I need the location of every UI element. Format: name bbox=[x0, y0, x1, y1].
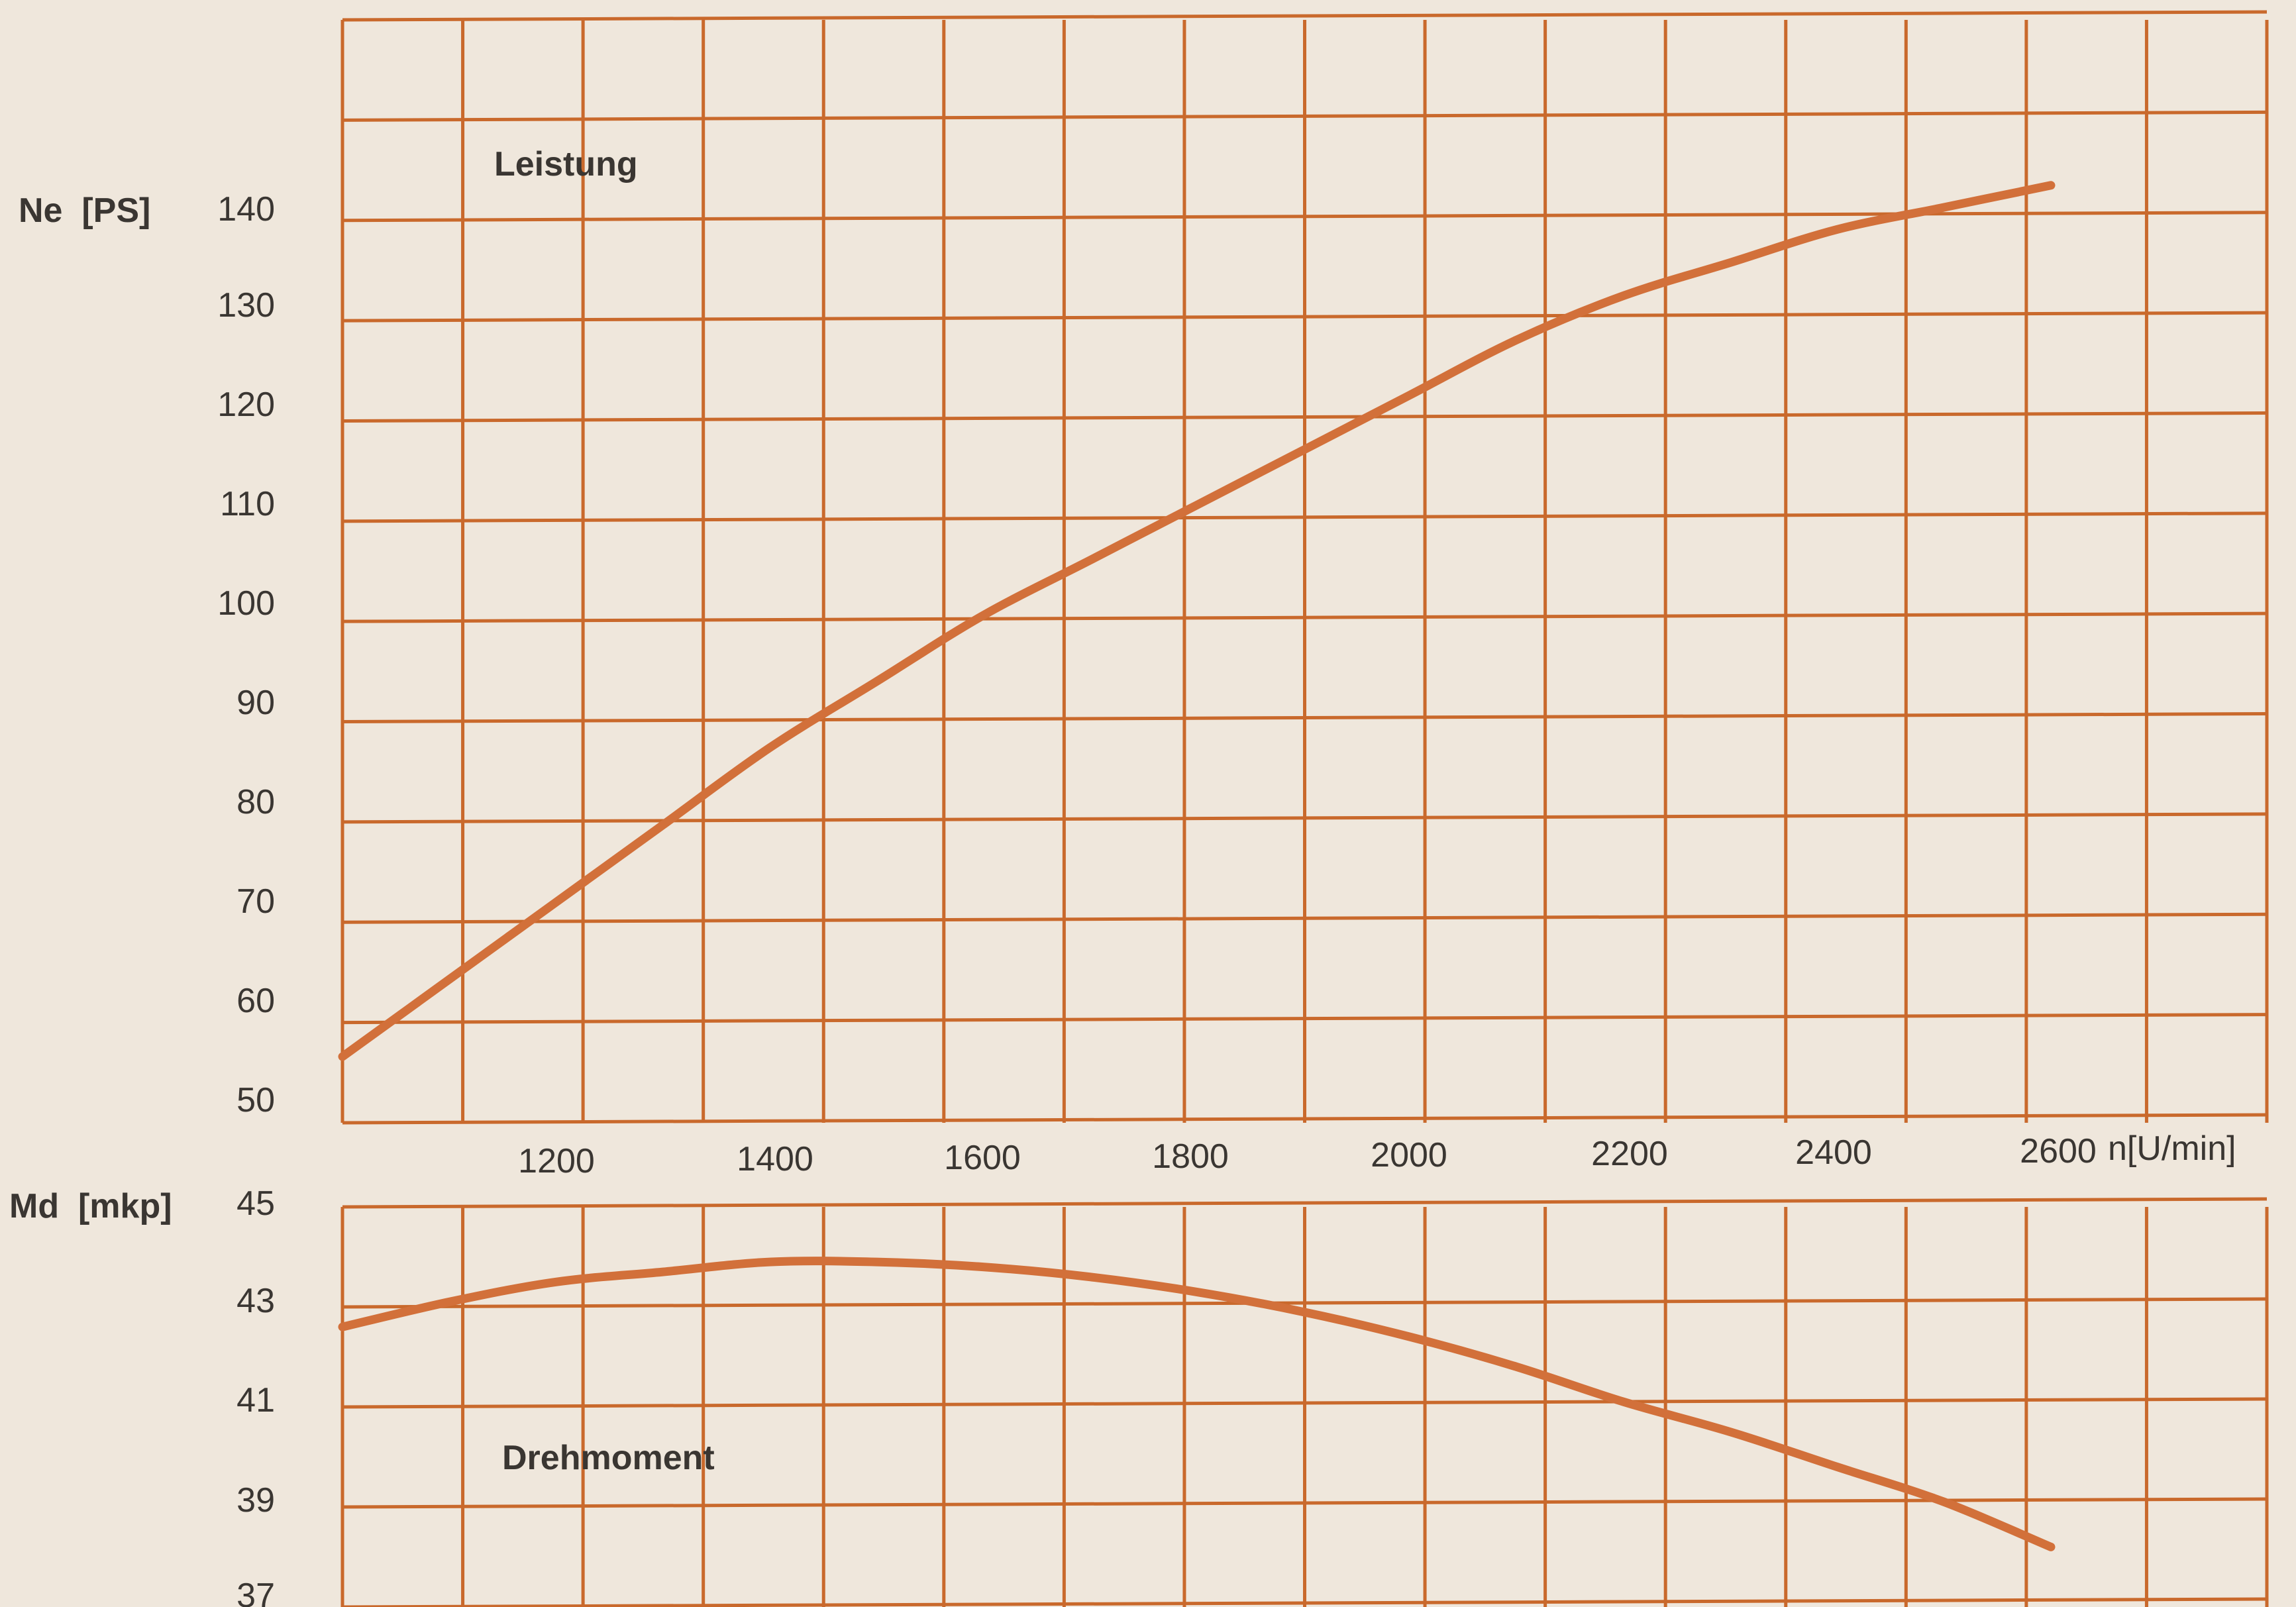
grid-line-horizontal bbox=[342, 311, 2268, 323]
y-axis-label-power: Ne [PS] bbox=[19, 191, 150, 230]
y-tick-label: 37 bbox=[236, 1577, 275, 1607]
y-tick-label: 60 bbox=[236, 982, 275, 1020]
y-tick-label: 45 bbox=[236, 1184, 275, 1223]
grid-line-horizontal bbox=[342, 511, 2268, 523]
y-tick-label: 80 bbox=[236, 783, 275, 821]
x-tick-label: 1200 bbox=[518, 1142, 595, 1180]
x-tick-label: 1800 bbox=[1152, 1137, 1229, 1176]
grid-line-horizontal bbox=[342, 211, 2268, 223]
y-tick-label: 120 bbox=[217, 386, 275, 424]
y-tick-label: 110 bbox=[220, 485, 275, 523]
x-tick-label: 1600 bbox=[944, 1139, 1021, 1177]
curve-layer bbox=[338, 181, 2056, 1551]
grid-line-horizontal bbox=[342, 411, 2268, 423]
series-line-leistung bbox=[338, 181, 2056, 1061]
series-line-drehmoment bbox=[338, 1257, 2056, 1551]
grid-line-horizontal bbox=[342, 110, 2268, 122]
x-tick-label: 2400 bbox=[1795, 1133, 1872, 1172]
grid-line-horizontal bbox=[342, 912, 2268, 924]
grid-line-horizontal bbox=[342, 10, 2268, 22]
y-axis-label-torque: Md [mkp] bbox=[9, 1187, 172, 1225]
x-tick-label: 2200 bbox=[1591, 1135, 1668, 1173]
y-tick-label: 90 bbox=[236, 684, 275, 722]
y-tick-label: 140 bbox=[217, 190, 275, 229]
x-tick-label: 2600 bbox=[2020, 1132, 2097, 1170]
series-label-leistung: Leistung bbox=[494, 145, 638, 183]
y-tick-label: 50 bbox=[236, 1081, 275, 1119]
y-tick-label: 70 bbox=[236, 882, 275, 921]
grid-line-horizontal bbox=[342, 1397, 2268, 1409]
grid-line-horizontal bbox=[342, 1597, 2268, 1607]
y-tick-label: 100 bbox=[217, 584, 275, 623]
y-tick-label: 43 bbox=[236, 1282, 275, 1320]
grid-line-horizontal bbox=[342, 1113, 2268, 1125]
series-label-drehmoment: Drehmoment bbox=[502, 1439, 715, 1477]
grid-layer bbox=[340, 10, 2269, 1607]
y-tick-label: 41 bbox=[236, 1381, 275, 1420]
grid-line-horizontal bbox=[342, 1297, 2268, 1309]
grid-line-horizontal bbox=[342, 611, 2268, 623]
grid-line-horizontal bbox=[342, 712, 2268, 724]
x-axis-unit-label: n[U/min] bbox=[2108, 1129, 2236, 1168]
y-tick-label: 39 bbox=[236, 1481, 275, 1520]
grid-line-horizontal bbox=[342, 1197, 2268, 1209]
y-tick-label: 130 bbox=[217, 286, 275, 325]
x-tick-label: 1400 bbox=[737, 1140, 813, 1178]
x-tick-label: 2000 bbox=[1371, 1136, 1447, 1174]
grid-line-horizontal bbox=[342, 1013, 2268, 1025]
